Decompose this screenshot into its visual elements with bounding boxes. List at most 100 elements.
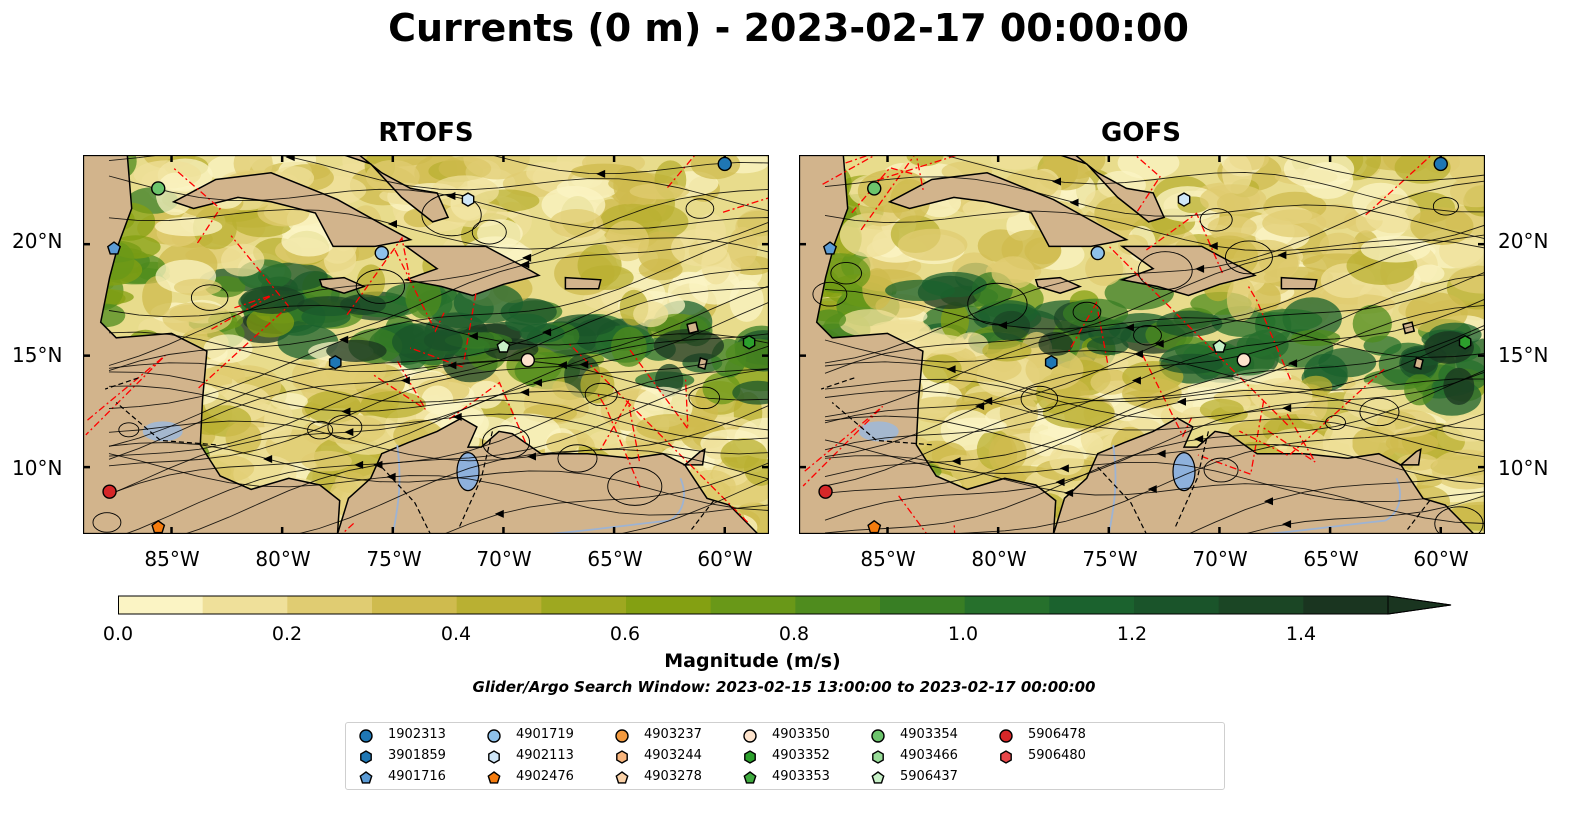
float-marker-4902113 [1177, 192, 1191, 207]
float-marker-4903350 [520, 352, 535, 368]
landmass [83, 155, 341, 534]
circle-icon [871, 729, 885, 743]
landmass [341, 155, 450, 223]
legend: 1902313 3901859 4901716 4901719 4902113 49024… [345, 722, 1225, 790]
map-rtofs [83, 155, 769, 534]
legend-marker [1000, 750, 1012, 764]
float-marker-5906478 [818, 484, 833, 499]
colorbar-segment [118, 596, 204, 614]
legend-label: 4903350 [772, 727, 830, 742]
float-marker-5906437 [496, 339, 511, 353]
country-borders [820, 377, 1431, 534]
legend-marker [615, 729, 629, 743]
float-marker-3901859 [328, 354, 342, 370]
legend-marker [872, 750, 884, 764]
circle-icon [615, 729, 629, 743]
lat-label-left-20: 20°N [12, 229, 63, 253]
colorbar-tick-1: 0.2 [271, 623, 303, 645]
float-marker-4901719 [374, 245, 389, 261]
lat-label-right-15: 15°N [1498, 343, 1549, 367]
legend-label: 1902313 [388, 727, 446, 742]
colorbar-tick-2: 0.4 [440, 623, 472, 645]
legend-label: 5906480 [1028, 748, 1086, 763]
map-frame [83, 155, 769, 534]
landmass [1402, 321, 1416, 335]
landmass [1398, 447, 1422, 466]
gofs-svg [799, 155, 1485, 534]
river [668, 477, 685, 522]
colorbar-tick-6: 1.2 [1116, 623, 1148, 645]
pentagon-icon [615, 771, 629, 784]
hexagon-icon [744, 750, 756, 764]
colorbar-tick-0: 0.0 [102, 623, 134, 645]
lon-label-80w-gofs: 80°W [971, 547, 1027, 571]
hexagon-icon [488, 750, 500, 764]
colorbar-segment [795, 596, 881, 614]
lon-label-70w-gofs: 70°W [1192, 547, 1248, 571]
landmass [697, 356, 708, 370]
float-marker-4903354 [867, 181, 882, 196]
lon-label-85w: 85°W [144, 547, 200, 571]
legend-marker [359, 729, 373, 743]
legend-marker [360, 750, 372, 764]
colorbar-segment [1303, 596, 1389, 614]
streamlines [812, 155, 1485, 534]
lat-label-right-20: 20°N [1498, 229, 1549, 253]
landmass [403, 245, 541, 297]
river [1107, 444, 1117, 534]
colorbar-segment [287, 596, 373, 614]
lake-nicaragua [858, 421, 899, 442]
landmass [171, 172, 413, 248]
hexagon-icon [872, 750, 884, 764]
lon-label-70w: 70°W [476, 547, 532, 571]
pentagon-icon [487, 771, 501, 784]
float-marker-3901859 [1044, 354, 1058, 370]
landmass [799, 155, 1057, 534]
float-marker-4903352 [742, 334, 756, 350]
float-marker-4901719 [1090, 245, 1105, 261]
lon-label-60w-gofs: 60°W [1413, 547, 1469, 571]
lat-label-left-10: 10°N [12, 456, 63, 480]
float-marker-1902313 [717, 156, 732, 172]
lon-label-75w: 75°W [366, 547, 422, 571]
lat-label-right-10: 10°N [1498, 456, 1549, 480]
legend-label: 4903244 [644, 748, 702, 763]
float-marker-4901716 [106, 241, 122, 255]
legend-label: 4903237 [644, 727, 702, 742]
river [391, 444, 401, 534]
colorbar-outline [118, 595, 1452, 615]
legend-label: 4903354 [900, 727, 958, 742]
hexagon-icon [616, 750, 628, 764]
landmass [1057, 155, 1166, 223]
colorbar-segment [964, 596, 1050, 614]
circle-icon [743, 729, 757, 743]
colorbar-segment [372, 596, 458, 614]
search-window-label: Glider/Argo Search Window: 2023-02-15 13… [472, 678, 1096, 696]
legend-label: 4902113 [516, 748, 574, 763]
landmass [887, 172, 1129, 248]
legend-label: 4903352 [772, 748, 830, 763]
legend-marker [359, 771, 373, 784]
map-frame [799, 155, 1485, 534]
legend-label: 4901719 [516, 727, 574, 742]
colorbar-segment [626, 596, 712, 614]
landmass [1280, 276, 1318, 290]
circle-icon [359, 729, 373, 743]
legend-marker [488, 750, 500, 764]
lon-label-65w-gofs: 65°W [1303, 547, 1359, 571]
pentagon-icon [743, 771, 757, 784]
legend-marker [616, 750, 628, 764]
rtofs-svg [83, 155, 769, 534]
float-marker-4902476 [151, 519, 166, 534]
legend-label: 4902476 [516, 769, 574, 784]
float-marker-4903354 [151, 181, 166, 196]
float-marker-5906437 [1212, 339, 1227, 353]
colorbar-segment [1134, 596, 1220, 614]
map-gofs [799, 155, 1485, 534]
land [83, 155, 769, 534]
landmass [1119, 245, 1257, 297]
float-marker-4902476 [867, 519, 882, 534]
colorbar [118, 595, 1452, 615]
landmass [318, 276, 367, 294]
float-marker-1902313 [1433, 156, 1448, 172]
